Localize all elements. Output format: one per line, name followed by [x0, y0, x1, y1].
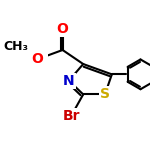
- Text: CH₃: CH₃: [4, 40, 29, 53]
- Text: O: O: [57, 22, 69, 36]
- Text: S: S: [100, 87, 110, 101]
- Text: O: O: [31, 52, 43, 66]
- Text: N: N: [63, 74, 75, 88]
- Text: Br: Br: [62, 109, 80, 123]
